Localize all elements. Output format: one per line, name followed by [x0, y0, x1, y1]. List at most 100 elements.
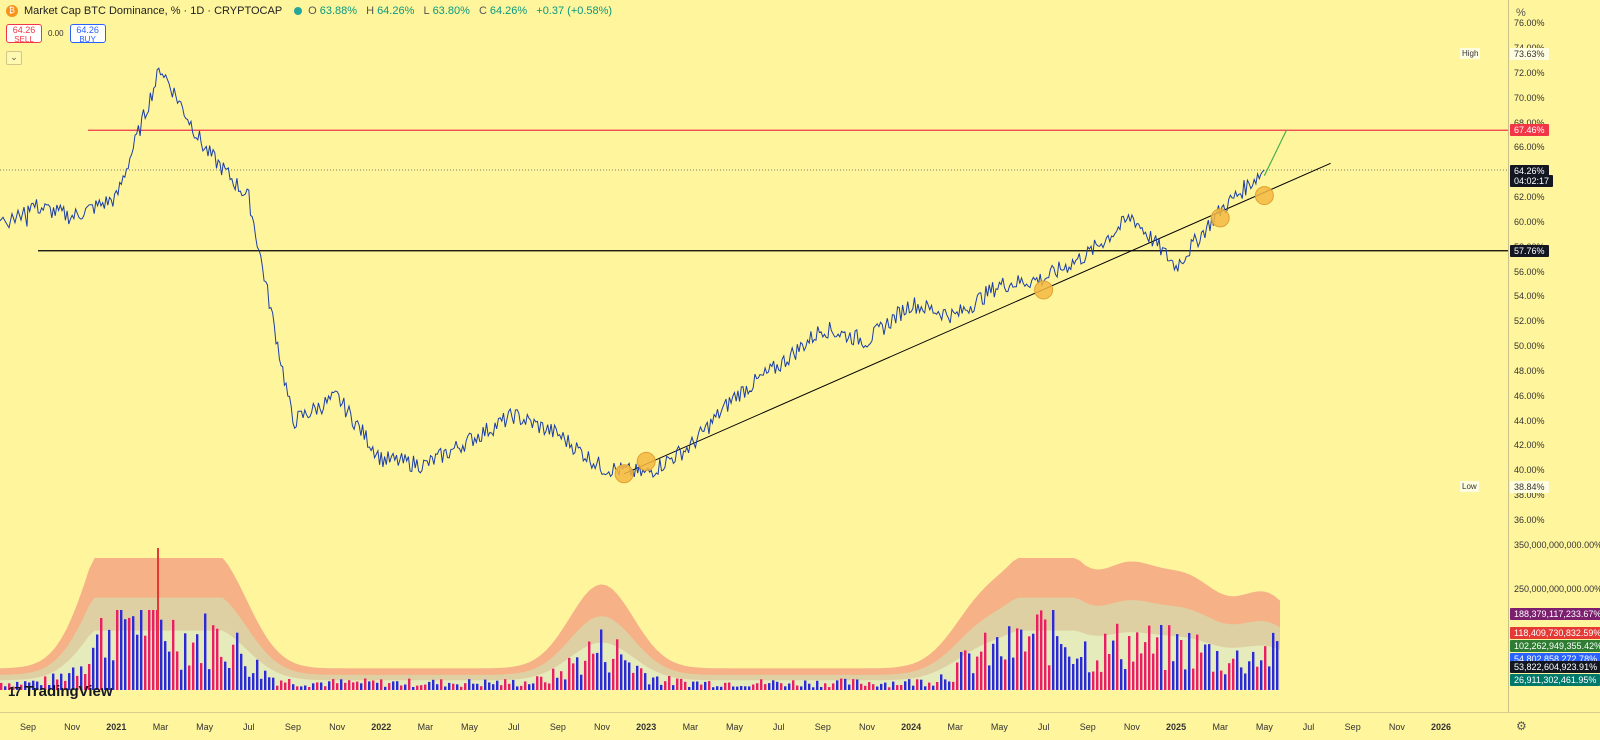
- volume-bar: [380, 679, 383, 690]
- volume-bar: [88, 664, 91, 690]
- chart-canvas[interactable]: [0, 0, 1508, 712]
- volume-bar: [436, 684, 439, 690]
- volume-bar: [1008, 626, 1011, 690]
- price-tick-label: 46.00%: [1514, 390, 1545, 401]
- volume-bar: [952, 681, 955, 690]
- volume-bar: [624, 660, 627, 690]
- volume-bar: [928, 682, 931, 690]
- price-tick-label: 76.00%: [1514, 18, 1545, 29]
- volume-bar: [1124, 669, 1127, 690]
- volume-bar: [600, 629, 603, 690]
- volume-bar: [972, 673, 975, 690]
- volume-bar: [696, 681, 699, 690]
- volume-bar: [1112, 640, 1115, 690]
- volume-bar: [1096, 660, 1099, 690]
- volume-bar: [1148, 625, 1151, 690]
- volume-bar: [1128, 636, 1131, 690]
- high-value-tag: 73.63%: [1510, 48, 1549, 60]
- volume-bar: [1184, 669, 1187, 690]
- volume-bar: [1032, 633, 1035, 690]
- time-tick-label: Mar: [682, 722, 699, 732]
- volume-bar: [92, 647, 95, 690]
- volume-bar: [484, 679, 487, 690]
- time-tick-label: Mar: [417, 722, 434, 732]
- volume-bar: [1084, 641, 1087, 690]
- volume-bar: [1240, 667, 1243, 690]
- time-tick-label: Sep: [1079, 722, 1096, 732]
- volume-bar: [628, 662, 631, 690]
- time-tick-label: Sep: [1344, 722, 1361, 732]
- collapse-legend-chevron-icon[interactable]: ⌄: [6, 51, 22, 65]
- tradingview-logo[interactable]: 17 TradingView: [8, 683, 113, 700]
- trendline-touch-marker: [1034, 280, 1054, 300]
- volume-bar: [448, 682, 451, 690]
- volume-bar: [28, 682, 31, 690]
- volume-bar: [924, 686, 927, 690]
- volume-bar: [72, 667, 75, 690]
- volume-bar: [348, 680, 351, 690]
- volume-bar: [492, 684, 495, 690]
- volume-bar: [852, 679, 855, 690]
- volume-bar: [488, 682, 491, 690]
- price-tick-label: 44.00%: [1514, 415, 1545, 426]
- volume-bar: [80, 666, 83, 690]
- chart-legend: ₿ Market Cap BTC Dominance, % · 1D · CRY…: [6, 5, 615, 17]
- time-tick-label: Jul: [243, 722, 255, 732]
- volume-bar: [76, 675, 79, 690]
- price-axis[interactable]: 76.00%74.00%72.00%70.00%68.00%66.00%62.0…: [1508, 0, 1600, 712]
- volume-bar: [96, 634, 99, 690]
- volume-bar: [44, 676, 47, 690]
- time-tick-label: Nov: [64, 722, 81, 732]
- volume-bar: [440, 679, 443, 690]
- volume-bar: [580, 674, 583, 690]
- volume-bar: [1252, 651, 1255, 690]
- volume-bar: [620, 654, 623, 690]
- volume-value-tag: 102,262,949,355.42%: [1510, 640, 1600, 652]
- volume-bar: [556, 677, 559, 690]
- volume-bar: [708, 681, 711, 690]
- gear-icon[interactable]: ⚙: [1516, 719, 1527, 733]
- price-tick-label: 54.00%: [1514, 291, 1545, 302]
- volume-bar: [112, 660, 115, 690]
- volume-bar: [276, 685, 279, 690]
- volume-bar: [228, 668, 231, 690]
- volume-bar: [1016, 628, 1019, 690]
- price-tick-label: 40.00%: [1514, 465, 1545, 476]
- volume-bar: [432, 679, 435, 690]
- chart-area[interactable]: [0, 0, 1508, 712]
- price-tick-label: 60.00%: [1514, 216, 1545, 227]
- volume-value-tag: 118,409,730,832.59%: [1510, 627, 1600, 639]
- volume-bar: [1040, 610, 1043, 690]
- volume-spike-bar: [157, 548, 159, 690]
- time-axis[interactable]: ⚙ Sep Nov 2021 Mar May Jul Sep Nov 2022 Mar May Jul…: [0, 712, 1600, 740]
- volume-bar: [1048, 665, 1051, 690]
- volume-bar: [352, 682, 355, 690]
- volume-bar: [216, 628, 219, 690]
- volume-bar: [848, 684, 851, 690]
- buy-button[interactable]: 64.26 BUY: [69, 24, 106, 44]
- volume-bar: [1092, 671, 1095, 690]
- volume-bar: [464, 683, 467, 690]
- price-tick-label: 68.00%: [1514, 117, 1545, 128]
- volume-bar: [648, 684, 651, 690]
- volume-value-tag: 188,379,117,233.67%: [1510, 608, 1600, 620]
- support-price-tag: 57.76%: [1510, 244, 1549, 257]
- trendline-touch-marker: [1210, 208, 1230, 228]
- volume-bar: [1072, 664, 1075, 690]
- volume-bar: [744, 686, 747, 690]
- volume-bar: [804, 680, 807, 690]
- sell-button[interactable]: 64.26 SELL: [6, 24, 42, 44]
- volume-bar: [916, 679, 919, 690]
- volume-bar: [1176, 634, 1179, 690]
- volume-bar: [976, 656, 979, 690]
- volume-bar: [1056, 636, 1059, 690]
- volume-bar: [16, 681, 19, 690]
- volume-bar: [644, 673, 647, 690]
- time-tick-label: 2025: [1166, 722, 1187, 732]
- symbol-title[interactable]: Market Cap BTC Dominance, % · 1D · CRYPT…: [24, 5, 283, 17]
- volume-bar: [1088, 672, 1091, 690]
- volume-bar: [516, 686, 519, 690]
- volume-bar: [704, 681, 707, 690]
- volume-bar: [20, 684, 23, 690]
- volume-bar: [836, 680, 839, 690]
